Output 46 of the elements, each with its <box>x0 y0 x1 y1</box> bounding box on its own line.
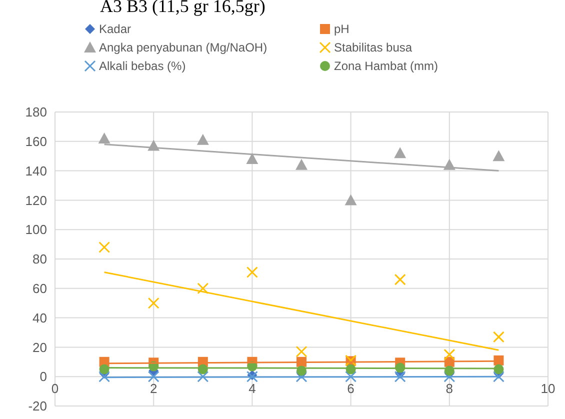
point <box>394 147 406 158</box>
y-tick-label: 100 <box>25 222 47 238</box>
legend-label: Zona Hambat (mm) <box>334 59 438 74</box>
x-tick-label: 4 <box>248 381 256 396</box>
y-tick-label: 0 <box>40 369 47 384</box>
point <box>98 241 110 253</box>
legend-label: Stabilitas busa <box>334 40 412 55</box>
x-tick-label: 10 <box>540 381 556 396</box>
point <box>394 274 406 286</box>
y-tick-label: 120 <box>25 192 47 208</box>
legend-label: Kadar <box>99 22 132 36</box>
y-tick-label: 60 <box>32 280 47 296</box>
point <box>492 150 505 162</box>
point <box>296 370 308 382</box>
point <box>345 370 357 382</box>
point <box>196 134 209 145</box>
point <box>444 348 456 360</box>
point <box>98 370 110 382</box>
point <box>197 370 209 382</box>
point <box>246 153 258 164</box>
y-tick-label: -20 <box>28 398 47 414</box>
point <box>148 297 160 309</box>
y-tick-label: 180 <box>25 104 47 120</box>
y-tick-label: 80 <box>32 252 47 267</box>
legend-label: Angka penyabunan (Mg/NaOH) <box>99 40 268 55</box>
point <box>394 370 406 382</box>
point <box>492 370 504 382</box>
legend-label: pH <box>334 22 350 36</box>
y-tick-label: 160 <box>25 134 47 149</box>
point <box>246 266 258 278</box>
point <box>344 194 357 206</box>
point <box>197 282 209 294</box>
x-tick-label: 0 <box>51 381 59 396</box>
x-tick-label: 6 <box>347 381 354 396</box>
x-tick-label: 8 <box>446 381 454 396</box>
legend-label: Alkali bebas (%) <box>99 59 186 74</box>
point <box>98 132 110 144</box>
point <box>492 331 504 343</box>
point <box>148 370 160 382</box>
point <box>444 370 456 382</box>
y-tick-label: 140 <box>25 163 47 178</box>
point <box>296 158 308 170</box>
y-tick-label: 40 <box>32 310 47 326</box>
x-tick-label: 2 <box>150 381 158 396</box>
y-tick-label: 20 <box>32 340 47 355</box>
point <box>296 346 308 358</box>
